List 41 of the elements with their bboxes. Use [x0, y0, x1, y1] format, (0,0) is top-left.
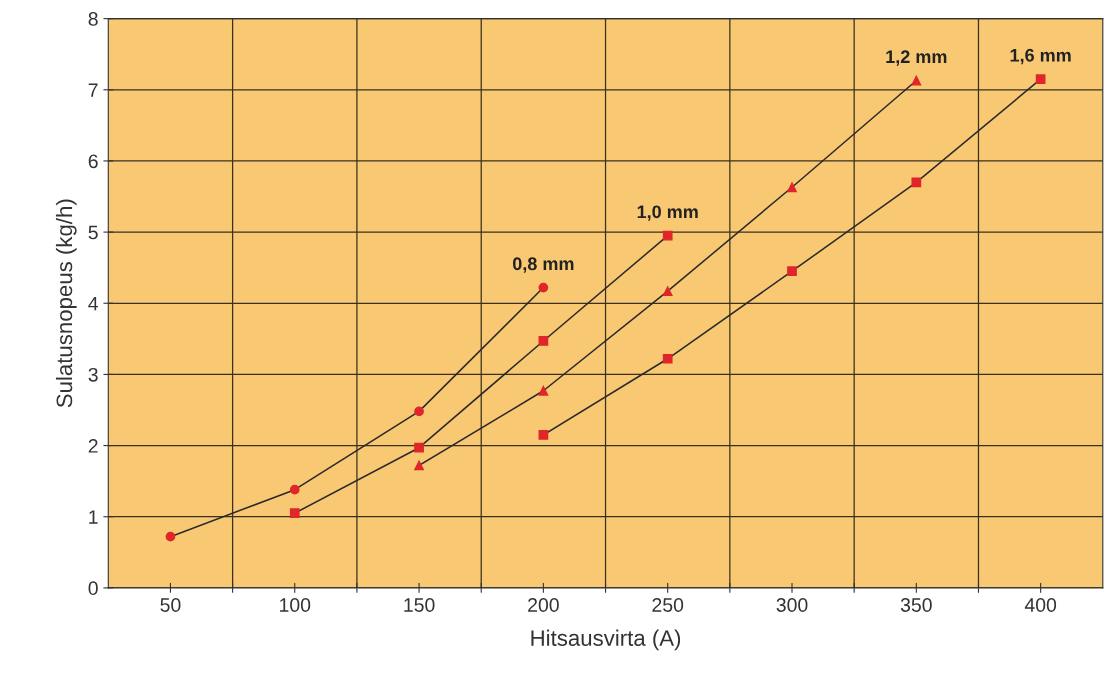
point — [662, 230, 673, 241]
x-tick-label: 350 — [900, 598, 932, 612]
y-tick-label: 1 — [89, 510, 98, 524]
x-tick-label: 200 — [528, 598, 559, 612]
x-tick-label: 300 — [776, 598, 808, 612]
point — [662, 353, 673, 364]
point — [538, 385, 549, 396]
series-label: 1,2 mm — [886, 50, 947, 66]
point — [1035, 74, 1046, 84]
point — [538, 336, 549, 346]
series-label: 1,6 mm — [1010, 48, 1071, 65]
x-tick-label: 250 — [652, 598, 684, 612]
point — [538, 430, 549, 440]
point — [911, 75, 922, 86]
y-axis-title: Sulatusnopeus (kg/h) — [55, 199, 77, 408]
point — [289, 508, 300, 519]
series-label: 0,8 mm — [512, 257, 574, 273]
y-tick-label: 7 — [88, 83, 98, 97]
point — [911, 177, 922, 188]
y-tick-label: 2 — [88, 439, 98, 453]
point — [787, 266, 797, 277]
point — [787, 182, 797, 193]
x-tick-label: 150 — [404, 598, 435, 612]
x-axis-title: Hitsausvirta (A) — [531, 629, 681, 651]
point — [662, 286, 673, 297]
point — [414, 442, 424, 453]
x-tick-label: 400 — [1024, 598, 1057, 612]
y-tick-label: 4 — [88, 296, 98, 311]
y-tick-label: 3 — [88, 367, 98, 382]
x-tick-label: 100 — [280, 598, 311, 612]
point — [414, 406, 424, 417]
y-tick-label: 5 — [88, 225, 98, 240]
y-tick-label: 8 — [88, 12, 98, 26]
point — [538, 282, 549, 293]
series-label: 1,0 mm — [637, 205, 698, 221]
y-tick-label: 6 — [88, 154, 98, 169]
point — [165, 531, 176, 542]
x-tick-label: 50 — [160, 598, 181, 612]
point — [414, 460, 424, 471]
point — [289, 484, 300, 495]
y-tick-label: 0 — [88, 581, 98, 596]
